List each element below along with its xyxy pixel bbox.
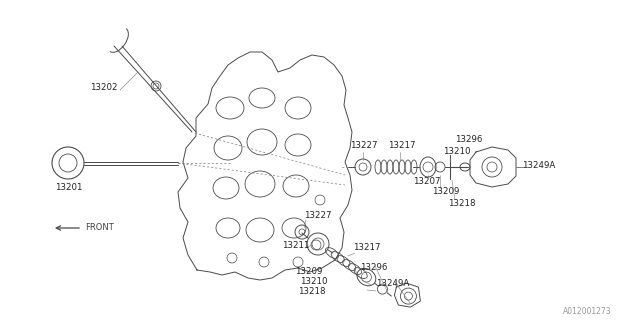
Text: 13227: 13227: [304, 211, 332, 220]
Text: 13217: 13217: [388, 140, 415, 149]
Text: 13296: 13296: [455, 135, 483, 145]
Text: 13296: 13296: [360, 263, 387, 273]
Text: 13218: 13218: [298, 287, 326, 297]
Text: A012001273: A012001273: [563, 308, 612, 316]
Text: 13249A: 13249A: [522, 161, 556, 170]
Text: 13218: 13218: [448, 199, 476, 209]
Text: 13249A: 13249A: [376, 279, 409, 289]
Text: 13210: 13210: [300, 277, 328, 286]
Text: 13217: 13217: [353, 243, 381, 252]
Text: 13210: 13210: [443, 148, 470, 156]
Text: 13209: 13209: [295, 268, 323, 276]
Text: 13202: 13202: [90, 84, 118, 92]
Text: 13227: 13227: [350, 140, 378, 149]
Text: 13209: 13209: [432, 188, 460, 196]
Text: 13211: 13211: [282, 241, 310, 250]
Text: FRONT: FRONT: [85, 223, 114, 233]
Text: 13207: 13207: [413, 178, 440, 187]
Text: 13201: 13201: [55, 183, 83, 193]
